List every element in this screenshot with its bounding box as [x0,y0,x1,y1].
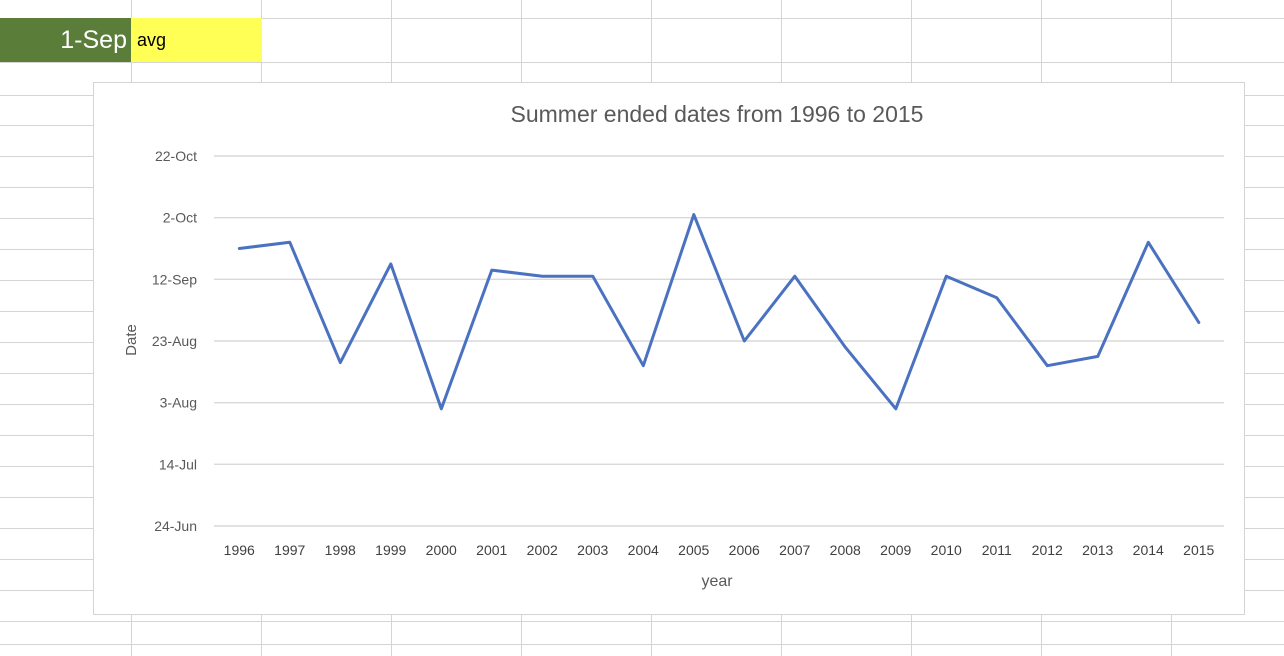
x-axis-label: year [701,573,733,590]
x-tick-label: 2001 [476,542,507,558]
gridlines [214,155,1224,527]
x-tick-label: 2007 [779,542,810,558]
y-tick-labels: 24-Jun 14-Jul 3-Aug 23-Aug 12-Sep 2-Oct 22-Oct [152,148,197,534]
x-tick-label: 2004 [628,542,659,558]
line-chart: Summer ended dates from 1996 to 2015 yea… [123,101,1224,590]
y-tick-label: 2-Oct [163,210,197,226]
x-tick-label: 2008 [830,542,861,558]
x-tick-label: 2014 [1133,542,1164,558]
x-tick-label: 2006 [729,542,760,558]
x-tick-label: 2010 [931,542,962,558]
date-cell[interactable]: 1-Sep [0,18,131,62]
series-group [237,213,1201,411]
y-tick-label: 23-Aug [152,333,197,349]
y-tick-label: 3-Aug [160,395,197,411]
series-line [237,213,1201,411]
x-tick-label: 1997 [274,542,305,558]
chart-area[interactable]: Summer ended dates from 1996 to 2015 yea… [93,82,1245,615]
x-tick-label: 2002 [527,542,558,558]
x-tick-labels: 1996 1997 1998 1999 2000 2001 2002 2003 2004 2005… [224,542,1215,558]
x-tick-label: 2012 [1032,542,1063,558]
x-tick-label: 2003 [577,542,608,558]
y-axis-label: Date [123,324,140,356]
x-tick-label: 1999 [375,542,406,558]
x-tick-label: 2015 [1183,542,1214,558]
x-tick-label: 1996 [224,542,255,558]
y-tick-label: 24-Jun [154,518,197,534]
y-tick-label: 12-Sep [152,271,197,287]
x-tick-label: 2009 [880,542,911,558]
y-tick-label: 22-Oct [155,148,197,164]
x-tick-label: 2000 [426,542,457,558]
x-tick-label: 2005 [678,542,709,558]
avg-cell[interactable]: avg [131,18,262,62]
x-tick-label: 2013 [1082,542,1113,558]
x-tick-label: 1998 [325,542,356,558]
x-tick-label: 2011 [982,542,1012,558]
y-tick-label: 14-Jul [159,456,197,472]
chart-title: Summer ended dates from 1996 to 2015 [511,101,924,127]
